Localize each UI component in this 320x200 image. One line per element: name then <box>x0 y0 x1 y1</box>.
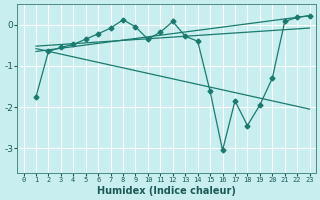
X-axis label: Humidex (Indice chaleur): Humidex (Indice chaleur) <box>97 186 236 196</box>
